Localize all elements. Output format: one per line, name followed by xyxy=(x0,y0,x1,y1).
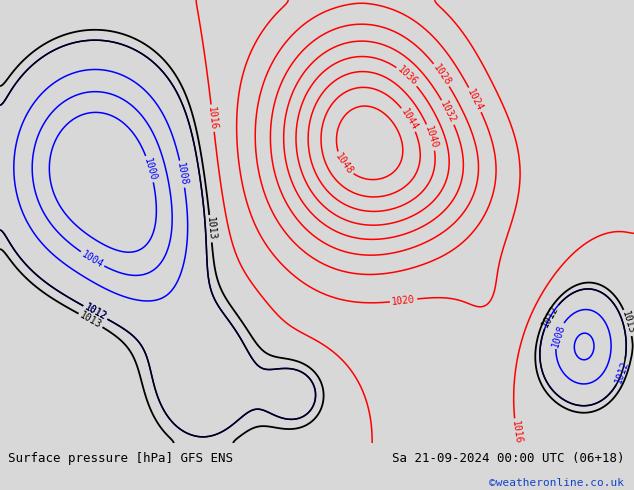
Text: 1012: 1012 xyxy=(82,302,108,322)
Text: 1020: 1020 xyxy=(391,294,416,307)
Text: 1013: 1013 xyxy=(205,217,217,241)
Text: 1048: 1048 xyxy=(333,151,354,176)
Text: 1004: 1004 xyxy=(80,249,105,270)
Text: 1040: 1040 xyxy=(423,124,440,150)
Text: 1024: 1024 xyxy=(465,87,485,113)
Text: 1000: 1000 xyxy=(142,156,158,182)
Text: 1016: 1016 xyxy=(206,106,219,130)
Text: Sa 21-09-2024 00:00 UTC (06+18): Sa 21-09-2024 00:00 UTC (06+18) xyxy=(392,452,624,465)
Text: 1028: 1028 xyxy=(431,62,453,88)
Text: 1008: 1008 xyxy=(550,323,566,348)
Text: 1012: 1012 xyxy=(613,360,630,385)
Text: 1012: 1012 xyxy=(82,302,108,322)
Text: 1036: 1036 xyxy=(395,65,419,88)
Text: 1044: 1044 xyxy=(399,107,420,132)
Text: ©weatheronline.co.uk: ©weatheronline.co.uk xyxy=(489,478,624,488)
Text: Surface pressure [hPa] GFS ENS: Surface pressure [hPa] GFS ENS xyxy=(8,452,233,465)
Text: 1013: 1013 xyxy=(78,310,103,330)
Text: 1032: 1032 xyxy=(438,99,458,125)
Text: 1013: 1013 xyxy=(620,310,634,336)
Text: 1016: 1016 xyxy=(510,419,523,444)
Text: 1012: 1012 xyxy=(540,304,560,329)
Text: 1008: 1008 xyxy=(175,162,190,187)
